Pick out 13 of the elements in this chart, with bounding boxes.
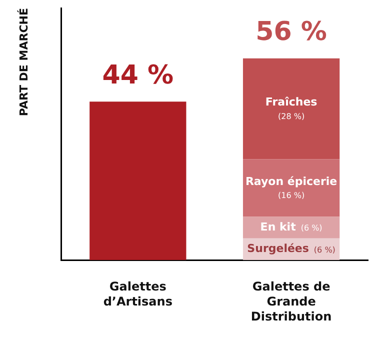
x-tick-label: Galettes d’Artisans [103, 280, 172, 309]
series-label: Fraîches [265, 96, 318, 109]
x-tick-label: Galettes de Grande Distribution [250, 280, 332, 324]
series-label: Rayon épicerie [245, 174, 338, 188]
data-label: (28 %) [278, 112, 305, 121]
y-axis-title: PART DE MARCHÉ [16, 8, 30, 116]
series-label: En kit [260, 220, 296, 234]
data-label: (16 %) [278, 191, 305, 200]
data-label: (6 %) [300, 224, 322, 233]
series-label: Surgelées [247, 242, 310, 256]
total-label: 56 % [256, 17, 327, 48]
total-label: 44 % [102, 60, 174, 90]
data-label: (6 %) [314, 245, 336, 254]
